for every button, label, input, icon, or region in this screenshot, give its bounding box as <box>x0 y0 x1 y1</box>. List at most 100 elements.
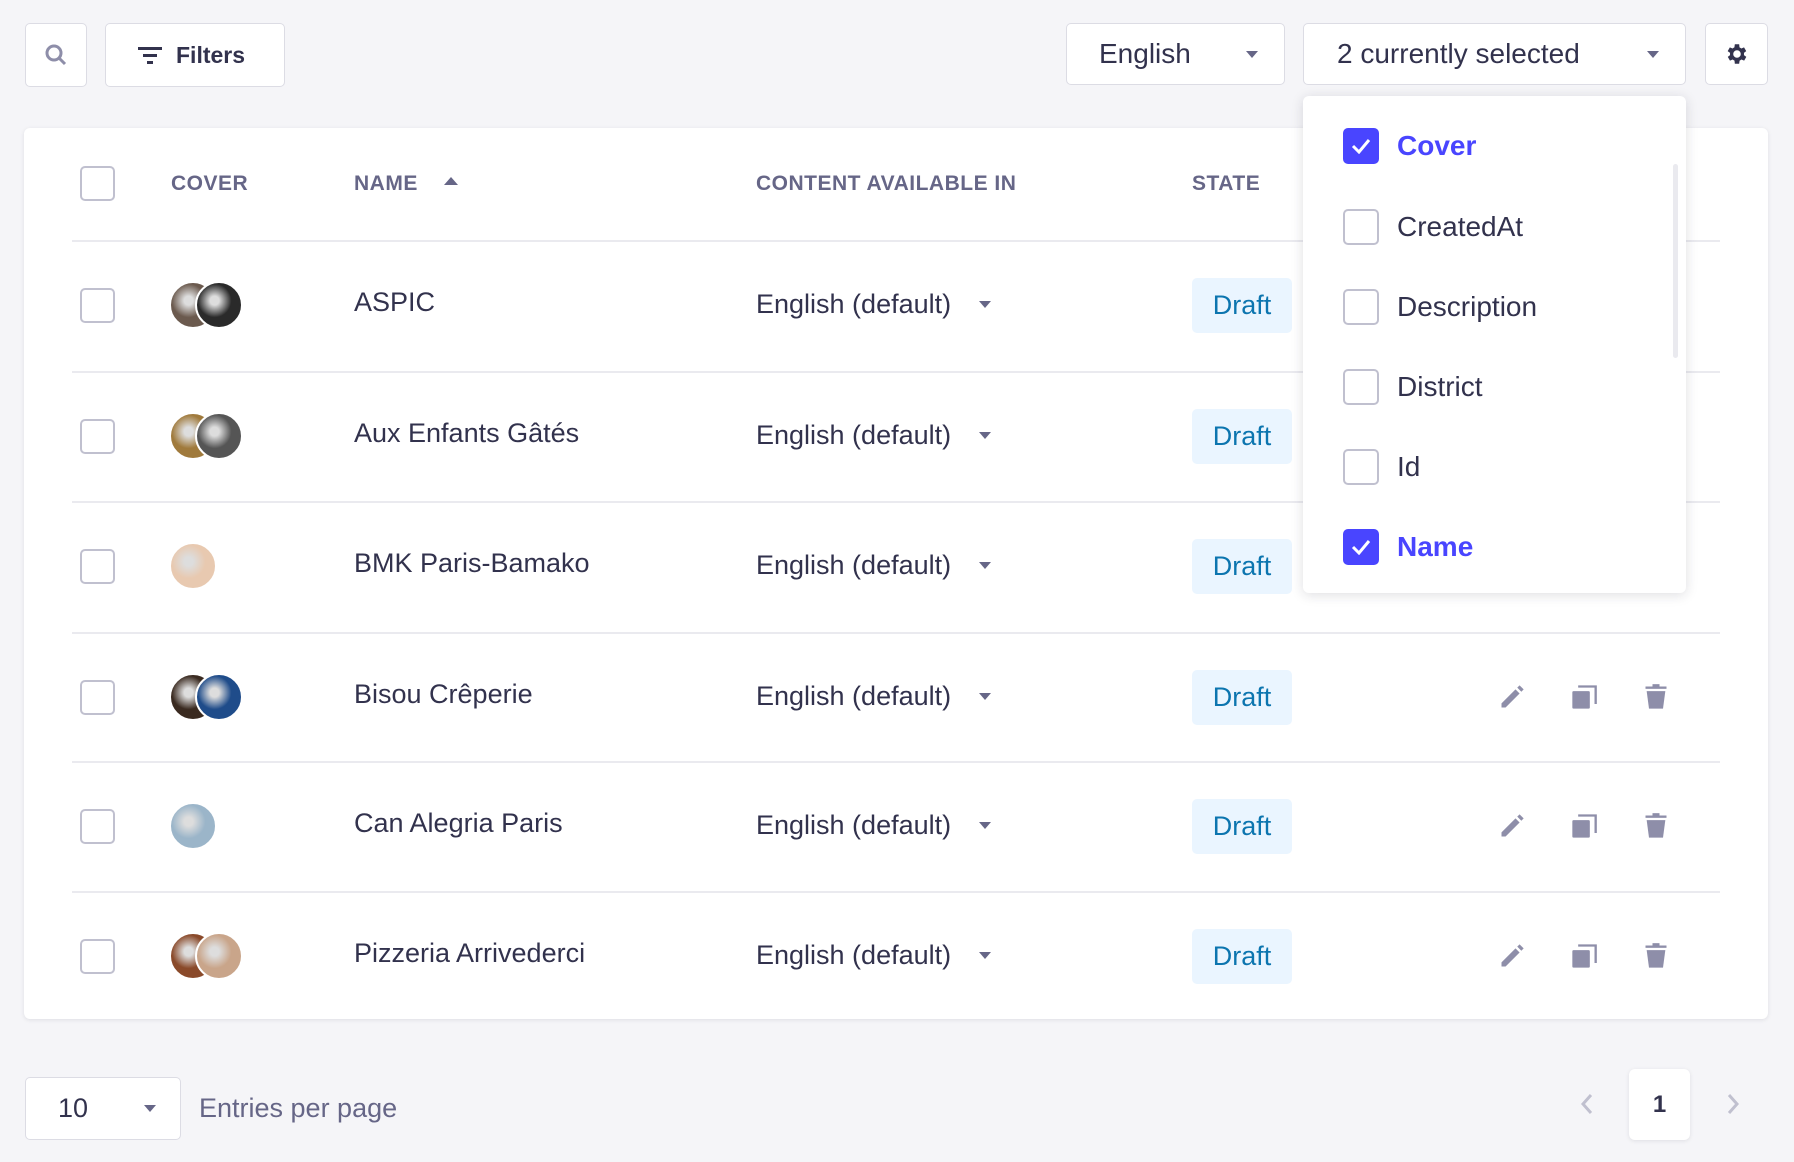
status-badge: Draft <box>1192 670 1292 725</box>
column-option-label: Description <box>1397 291 1538 322</box>
pencil-icon[interactable] <box>1498 683 1526 711</box>
header-name-label: NAME <box>354 172 418 195</box>
columns-select[interactable]: 2 currently selected <box>1303 23 1686 85</box>
locale-select[interactable]: English <box>1066 23 1285 85</box>
status-badge: Draft <box>1192 278 1292 333</box>
chevron-down-icon <box>979 301 992 308</box>
filters-button[interactable]: Filters <box>105 23 285 87</box>
search-button[interactable] <box>25 23 87 87</box>
row-name: Aux Enfants Gâtés <box>354 418 580 448</box>
table-row[interactable] <box>72 632 1720 762</box>
row-checkbox[interactable] <box>80 680 115 715</box>
table-row[interactable] <box>72 240 1720 370</box>
header-state: STATE <box>1192 172 1261 195</box>
columns-value: 2 currently selected <box>1337 38 1580 69</box>
previous-page-icon[interactable] <box>1578 1092 1596 1116</box>
duplicate-icon[interactable] <box>1570 683 1598 711</box>
row-name: Bisou Crêperie <box>354 679 533 709</box>
columns-dropdown-menu: Cover CreatedAt Description District Id … <box>1303 96 1686 593</box>
header-content: CONTENT AVAILABLE IN <box>756 172 1017 195</box>
select-all-checkbox[interactable] <box>80 166 115 201</box>
header-name[interactable]: NAME <box>354 172 458 196</box>
pencil-icon[interactable] <box>1498 942 1526 970</box>
page-1-button[interactable]: 1 <box>1629 1069 1690 1140</box>
column-option-district[interactable]: District <box>1343 369 1483 405</box>
column-checkbox[interactable] <box>1343 289 1379 325</box>
column-option-label: Id <box>1397 451 1421 482</box>
trash-icon[interactable] <box>1642 942 1670 970</box>
header-cover: COVER <box>171 172 249 195</box>
column-option-createdat[interactable]: CreatedAt <box>1343 209 1523 245</box>
content-locale-select[interactable]: English (default) <box>756 289 992 320</box>
page-size-value: 10 <box>58 1093 89 1123</box>
row-name: BMK Paris-Bamako <box>354 548 590 578</box>
sort-ascending-icon <box>443 177 458 185</box>
row-name: Pizzeria Arrivederci <box>354 938 586 968</box>
check-icon <box>1351 139 1371 154</box>
column-option-description[interactable]: Description <box>1343 289 1537 325</box>
scrollbar[interactable] <box>1673 164 1678 358</box>
chevron-down-icon <box>979 693 992 700</box>
content-locale-select[interactable]: English (default) <box>756 420 992 451</box>
table-row[interactable] <box>72 761 1720 891</box>
pencil-icon[interactable] <box>1498 812 1526 840</box>
status-badge: Draft <box>1192 799 1292 854</box>
chevron-down-icon <box>979 432 992 439</box>
content-locale-value: English (default) <box>756 940 952 970</box>
check-icon <box>1351 540 1371 555</box>
column-option-name[interactable]: Name <box>1343 529 1473 565</box>
content-locale-value: English (default) <box>756 289 952 319</box>
cover-image <box>169 542 217 590</box>
trash-icon[interactable] <box>1642 812 1670 840</box>
status-badge: Draft <box>1192 409 1292 464</box>
content-locale-value: English (default) <box>756 420 952 450</box>
column-checkbox[interactable] <box>1343 128 1379 164</box>
trash-icon[interactable] <box>1642 683 1670 711</box>
chevron-down-icon <box>1647 50 1659 58</box>
search-icon <box>45 44 67 66</box>
cover-image <box>195 673 243 721</box>
column-checkbox[interactable] <box>1343 369 1379 405</box>
column-option-id[interactable]: Id <box>1343 449 1420 485</box>
content-locale-select[interactable]: English (default) <box>756 810 992 841</box>
column-option-label: Name <box>1397 531 1474 562</box>
column-option-cover[interactable]: Cover <box>1343 128 1476 164</box>
row-checkbox[interactable] <box>80 549 115 584</box>
content-locale-value: English (default) <box>756 681 952 711</box>
status-badge: Draft <box>1192 929 1292 984</box>
table-row[interactable] <box>72 371 1720 501</box>
duplicate-icon[interactable] <box>1570 812 1598 840</box>
column-checkbox[interactable] <box>1343 449 1379 485</box>
chevron-down-icon <box>979 562 992 569</box>
entries-per-page-label: Entries per page <box>199 1093 398 1123</box>
row-name: Can Alegria Paris <box>354 808 563 838</box>
chevron-down-icon <box>979 822 992 829</box>
row-name: ASPIC <box>354 287 436 317</box>
cover-image <box>195 932 243 980</box>
cover-image <box>169 802 217 850</box>
chevron-down-icon <box>144 1105 156 1112</box>
status-badge: Draft <box>1192 539 1292 594</box>
page-size-select[interactable]: 10 <box>25 1077 181 1140</box>
row-checkbox[interactable] <box>80 288 115 323</box>
content-locale-select[interactable]: English (default) <box>756 681 992 712</box>
column-option-label: CreatedAt <box>1397 211 1524 242</box>
duplicate-icon[interactable] <box>1570 942 1598 970</box>
row-checkbox[interactable] <box>80 419 115 454</box>
content-locale-value: English (default) <box>756 550 952 580</box>
filter-icon <box>138 47 162 64</box>
next-page-icon[interactable] <box>1724 1092 1742 1116</box>
column-checkbox[interactable] <box>1343 209 1379 245</box>
table-row[interactable] <box>72 501 1720 631</box>
content-locale-select[interactable]: English (default) <box>756 940 992 971</box>
column-checkbox[interactable] <box>1343 529 1379 565</box>
row-checkbox[interactable] <box>80 809 115 844</box>
settings-button[interactable] <box>1705 23 1768 85</box>
cover-image <box>195 281 243 329</box>
content-locale-select[interactable]: English (default) <box>756 550 992 581</box>
chevron-down-icon <box>979 952 992 959</box>
row-checkbox[interactable] <box>80 939 115 974</box>
table-row[interactable] <box>72 891 1720 1021</box>
cover-image <box>195 412 243 460</box>
filters-label: Filters <box>176 41 246 68</box>
